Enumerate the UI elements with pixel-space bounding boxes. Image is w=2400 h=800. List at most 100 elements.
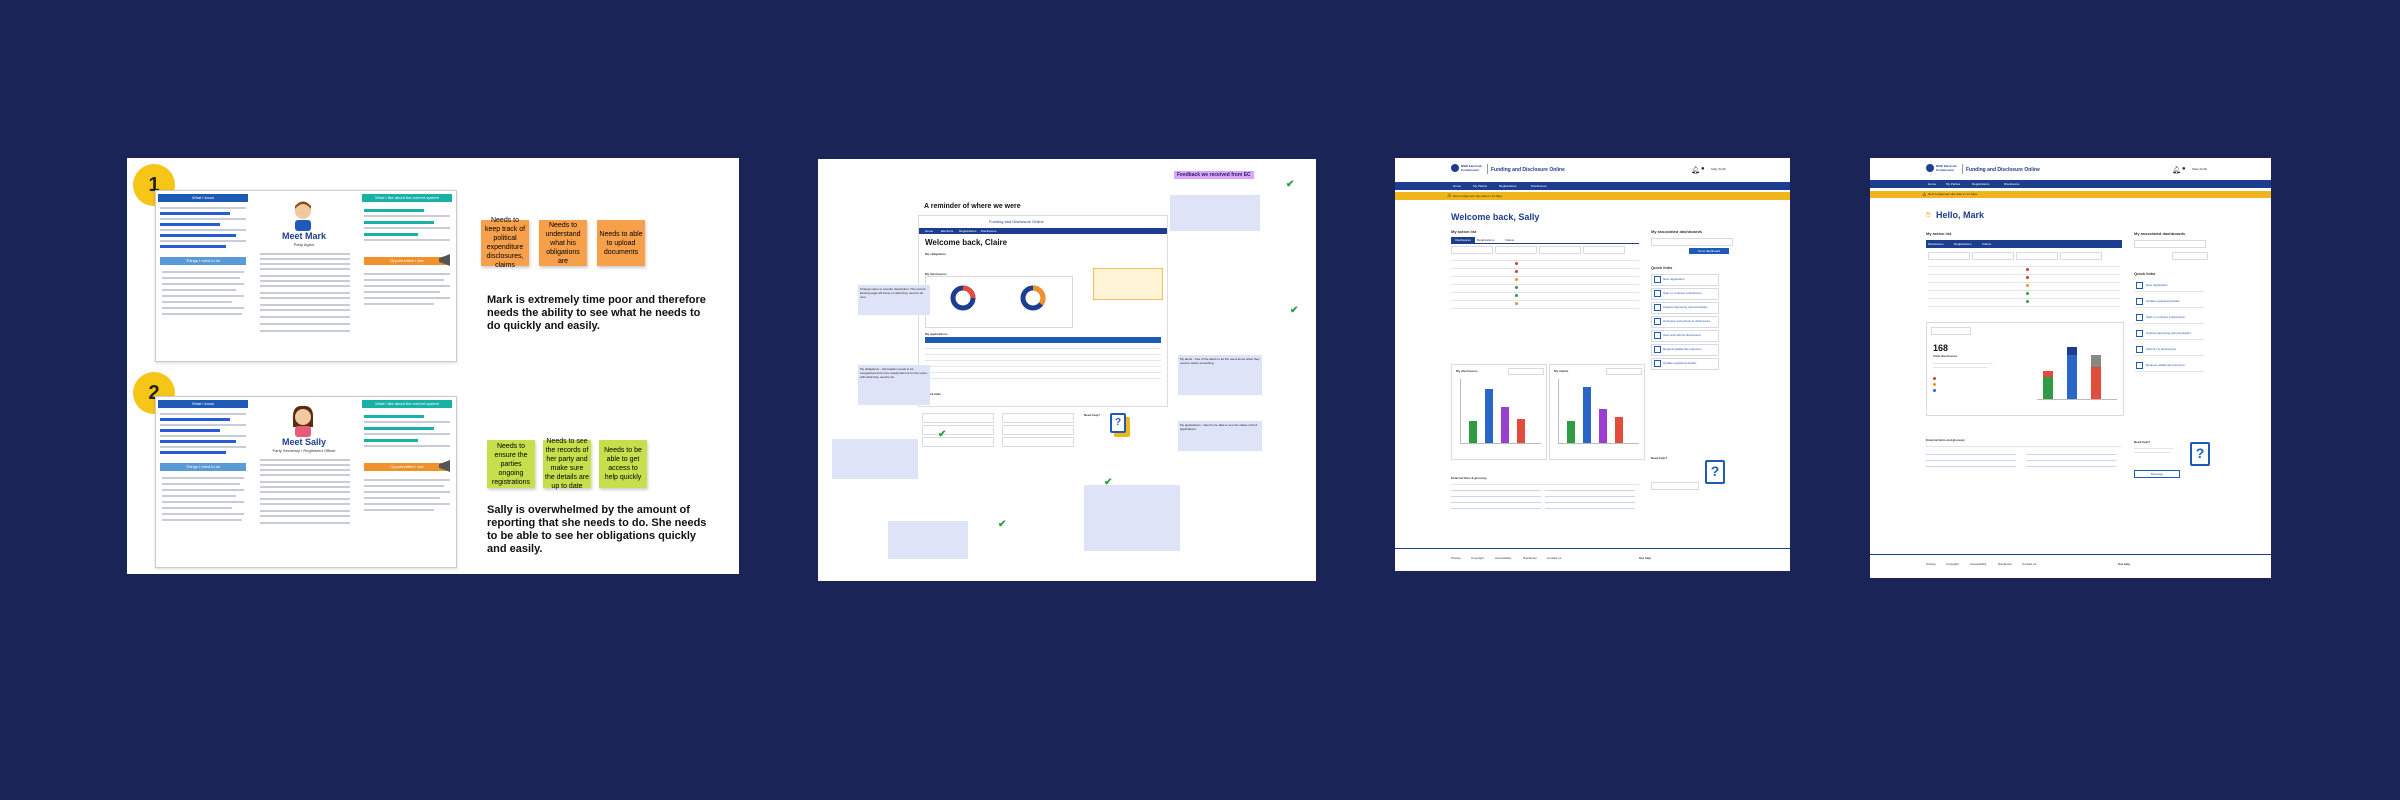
- link-icon: [2136, 314, 2143, 321]
- link-icon: [1654, 346, 1661, 353]
- link-icon: [1654, 332, 1661, 339]
- brand-name: NSW Electoral Commission: [1936, 164, 1957, 172]
- brand-logo: [1926, 164, 1934, 172]
- link-icon: [2136, 346, 2143, 353]
- go-to-dashboard-button[interactable]: Go to dashboard: [1689, 248, 1729, 254]
- quick-link[interactable]: Request additional extension: [2146, 363, 2185, 367]
- quick-link[interactable]: Start or continue a disclosure: [2146, 315, 2185, 319]
- quick-link[interactable]: New registration: [2146, 283, 2168, 287]
- quick-link[interactable]: Upload supporting documentation: [2146, 331, 2191, 335]
- link-icon: [2136, 298, 2143, 305]
- link-icon: [1654, 318, 1661, 325]
- quick-link[interactable]: New registration: [1663, 277, 1685, 281]
- footer-link[interactable]: Privacy: [1451, 556, 1461, 560]
- warning-icon: ⚠: [1922, 192, 1927, 198]
- persona-role: Party Secretary / Registered Officer: [272, 448, 336, 453]
- app-title: Funding and Disclosure Online: [1966, 167, 2040, 173]
- nav-disclosures[interactable]: Disclosures: [1531, 184, 1547, 188]
- associated-dashboards-title: My associated dashboards: [2134, 231, 2186, 236]
- column-header-what-i-know: What I know: [158, 194, 248, 202]
- quick-link[interactable]: Start or continue a disclosure: [1663, 291, 1702, 295]
- check-icon: ✔: [938, 429, 947, 440]
- chart-title: My claims: [1554, 369, 1569, 373]
- persona-name: Meet Sally: [281, 437, 327, 447]
- footer-link[interactable]: Privacy: [1926, 562, 1936, 566]
- tab-claims[interactable]: Claims: [1982, 242, 1992, 246]
- nav-my-parties[interactable]: My Parties: [1946, 182, 1961, 186]
- sticky-note: Needs to ensure the parties ongoing regi…: [487, 440, 535, 488]
- claims-chart-panel: My claims: [1549, 364, 1645, 460]
- quick-links-title: Quick links: [1651, 265, 1673, 270]
- column-header-likes: What I like about the current system: [362, 400, 452, 408]
- nav-disclosures[interactable]: Disclosures: [2004, 182, 2020, 186]
- nav-item[interactable]: Disclosures: [981, 229, 997, 233]
- welcome-heading: Welcome back, Claire: [925, 238, 1008, 247]
- bell-icon[interactable]: 🔔︎: [2172, 167, 2181, 174]
- donut-chart: [1019, 284, 1047, 317]
- footer-link[interactable]: Accessibility: [1970, 562, 1987, 566]
- user-name[interactable]: Mark Smith: [2192, 167, 2208, 171]
- brand-logo: [1451, 164, 1459, 172]
- tab-registrations[interactable]: Registrations: [1477, 238, 1495, 242]
- avatar-mark: [286, 197, 320, 231]
- message-button[interactable]: Message: [2134, 470, 2180, 478]
- nav-item[interactable]: Elections: [941, 229, 954, 233]
- bell-icon[interactable]: 🔔︎: [1691, 167, 1700, 174]
- quick-link[interactable]: View and submit disclosures: [1663, 333, 1701, 337]
- quick-link[interactable]: Submit my disclosures: [2146, 347, 2177, 351]
- section-heading: A reminder of where we were: [924, 203, 1021, 210]
- check-icon: ✔: [998, 519, 1007, 530]
- need-help-title: Need help?: [1651, 456, 1668, 460]
- section-title: My applications: [925, 332, 948, 336]
- quick-link[interactable]: Request additional extension: [1663, 347, 1702, 351]
- sticky-note: Needs to be able to get access to help q…: [599, 440, 647, 488]
- megaphone-icon: [438, 253, 452, 266]
- footer-link[interactable]: Copyright: [1471, 556, 1484, 560]
- persona-card-mark: What I know What I like about the curren…: [155, 190, 457, 362]
- link-icon: [2136, 362, 2143, 369]
- user-name[interactable]: Sally Smith: [1711, 167, 1727, 171]
- quick-link[interactable]: Update registered details: [2146, 299, 2180, 303]
- user-icon[interactable]: ●: [1701, 166, 1705, 172]
- external-links-title: External links & glossary: [1451, 476, 1487, 480]
- persona-board: 1 2 What I know What I like about the cu…: [127, 158, 739, 574]
- nav-item[interactable]: Registrations: [959, 229, 977, 233]
- nav-item[interactable]: Home: [925, 229, 934, 233]
- tab-disclosures[interactable]: Disclosures: [1928, 242, 1944, 246]
- persona-summary: Mark is extremely time poor and therefor…: [487, 294, 706, 332]
- donut-chart: [949, 284, 977, 317]
- need-help-title: Need help?: [2134, 440, 2151, 444]
- footer-link[interactable]: Disclaimer: [1523, 556, 1538, 560]
- user-icon[interactable]: ●: [2182, 166, 2186, 172]
- link-icon: [1654, 304, 1661, 311]
- nav-home[interactable]: Home: [1453, 184, 1462, 188]
- section-things-to-do: Things I need to do: [160, 257, 246, 265]
- nav-registrations[interactable]: Registrations: [1499, 184, 1517, 188]
- footer-link[interactable]: Copyright: [1946, 562, 1959, 566]
- disclosures-summary-panel: 168 Total disclosures: [1926, 322, 2124, 416]
- external-links-title: External links and glossary: [1926, 438, 1965, 442]
- chart-title: My disclosures: [1456, 369, 1478, 373]
- mark-dashboard-screen: NSW Electoral Commission Funding and Dis…: [1870, 158, 2271, 578]
- help-question-icon: ?: [1705, 460, 1725, 484]
- wireframe-screen: Funding and Disclosure Online Home Elect…: [918, 215, 1168, 407]
- quick-link[interactable]: Overview and submit to disclosures: [1663, 319, 1711, 323]
- tab-disclosures[interactable]: Disclosures: [1451, 237, 1475, 243]
- nav-registrations[interactable]: Registrations: [1972, 182, 1990, 186]
- footer-link[interactable]: Contact us: [2022, 562, 2037, 566]
- tab-registrations[interactable]: Registrations: [1954, 242, 1972, 246]
- sticky-note: Needs to keep track of political expendi…: [481, 217, 529, 269]
- welcome-heading: Welcome back, Sally: [1451, 212, 1540, 222]
- welcome-heading: Hello, Mark: [1936, 210, 1985, 220]
- quick-link[interactable]: Update registered details: [1663, 361, 1697, 365]
- footer-link[interactable]: Disclaimer: [1998, 562, 2013, 566]
- nav-home[interactable]: Home: [1928, 182, 1937, 186]
- quick-link[interactable]: Upload supporting documentation: [1663, 305, 1708, 309]
- footer-link[interactable]: Contact us: [1547, 556, 1562, 560]
- disclosures-chart-panel: My disclosures: [1451, 364, 1547, 460]
- nav-my-parties[interactable]: My Parties: [1473, 184, 1488, 188]
- footer-link[interactable]: Accessibility: [1495, 556, 1512, 560]
- footer-help[interactable]: Get help: [2118, 562, 2131, 566]
- tab-claims[interactable]: Claims: [1505, 238, 1515, 242]
- footer-help[interactable]: Get help: [1639, 556, 1652, 560]
